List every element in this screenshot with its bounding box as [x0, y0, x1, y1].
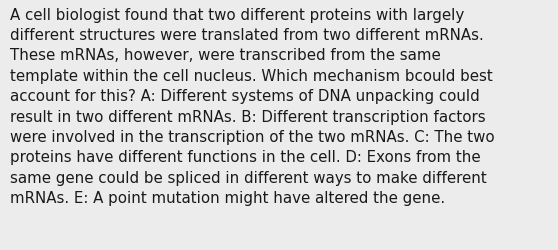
Text: A cell biologist found that two different proteins with largely
different struct: A cell biologist found that two differen… [10, 8, 495, 205]
